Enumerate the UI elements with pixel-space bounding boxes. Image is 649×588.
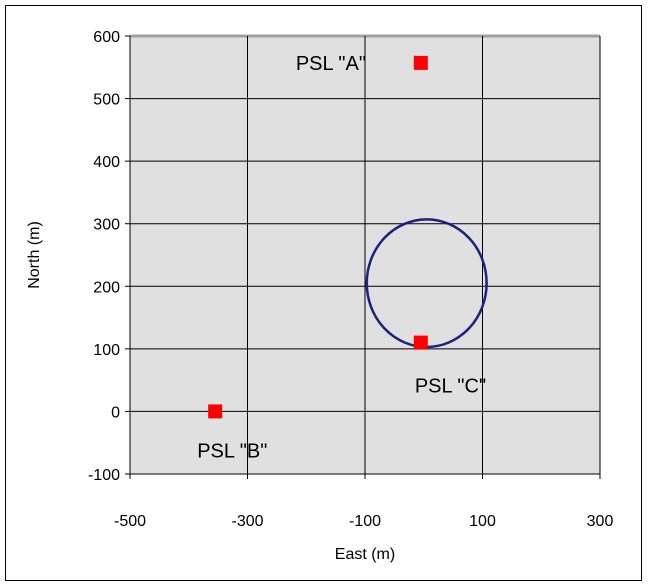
tick-labels: -100 0 100 200 300 400 500 600 -500 -300 -100 100 30… (88, 29, 613, 530)
x-tick-label: -100 (349, 513, 381, 530)
y-tick-label: 300 (93, 217, 120, 234)
y-tick-label: 500 (93, 92, 120, 109)
point-label: PSL "B" (197, 440, 267, 462)
y-axis-label: North (m) (26, 221, 43, 289)
data-marks: PSL "A" PSL "B" PSL "C" (197, 53, 488, 462)
x-tick-label: -500 (114, 513, 146, 530)
point-marker (413, 55, 428, 70)
axes (125, 35, 601, 479)
gridlines (130, 34, 601, 474)
y-tick-label: 600 (93, 29, 120, 46)
y-tick-label: 100 (93, 342, 120, 359)
x-tick-label: 100 (469, 513, 496, 530)
point-marker (208, 404, 223, 419)
x-tick-label: 300 (587, 513, 614, 530)
point-label: PSL "C" (415, 376, 486, 398)
y-tick-label: 0 (111, 404, 120, 421)
y-tick-label: 200 (93, 279, 120, 296)
point-marker (413, 335, 428, 350)
point-label: PSL "A" (296, 53, 366, 75)
y-tick-label: 400 (93, 154, 120, 171)
x-axis-label: East (m) (335, 546, 395, 563)
y-tick-label: -100 (88, 467, 120, 484)
x-tick-label: -300 (231, 513, 263, 530)
